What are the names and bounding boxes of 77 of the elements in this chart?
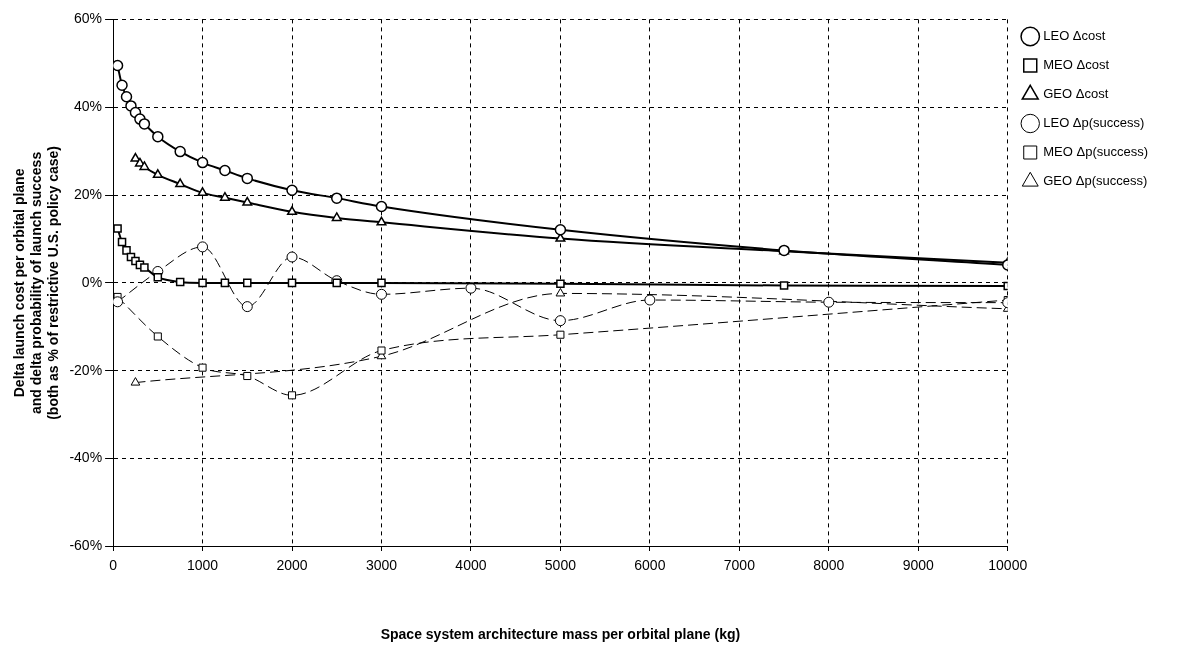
point (375, 200, 388, 213)
point (113, 59, 124, 72)
point (644, 294, 656, 306)
point (465, 282, 477, 294)
point (152, 130, 164, 143)
point (117, 237, 127, 247)
point (138, 118, 151, 130)
x-tick-label: 1000 (186, 556, 219, 573)
point (140, 263, 149, 272)
point (241, 172, 254, 185)
point (376, 216, 387, 226)
point (174, 145, 186, 158)
point (375, 288, 387, 300)
point (198, 278, 207, 288)
x-tick-label: 4000 (455, 556, 487, 573)
legend-label: MEO Δp(success) (1043, 144, 1149, 160)
x-tick-label: 0 (109, 556, 118, 573)
point (197, 241, 209, 253)
point (152, 169, 163, 179)
x-tick-label: 10000 (988, 556, 1028, 573)
y-tick-label: -20% (69, 361, 103, 378)
x-tick-label: 9000 (902, 556, 935, 573)
legend-label: MEO Δcost (1043, 57, 1110, 73)
point (286, 206, 298, 216)
point (153, 332, 162, 341)
x-tick-label: 7000 (723, 556, 756, 573)
point (197, 187, 208, 197)
legend-label: GEO Δp(success) (1043, 173, 1148, 189)
point (331, 192, 343, 204)
point (286, 251, 298, 263)
point (219, 164, 231, 177)
point (377, 346, 386, 355)
y-tick-label: 20% (74, 185, 103, 202)
point (153, 272, 163, 282)
y-tick-label: 60% (74, 10, 103, 27)
y-tick-label: -60% (69, 537, 103, 554)
point (554, 315, 566, 327)
point (122, 246, 131, 255)
x-tick-label: 3000 (365, 556, 398, 573)
point (219, 191, 230, 201)
point (198, 363, 207, 372)
point (243, 278, 252, 288)
legend-label: LEO Δcost (1043, 28, 1106, 44)
point (779, 281, 789, 290)
point (242, 196, 253, 206)
point (243, 371, 252, 381)
point (377, 278, 386, 288)
point (287, 278, 297, 288)
legend-label: GEO Δcost (1043, 86, 1109, 102)
point (823, 296, 835, 308)
x-tick-label: 5000 (544, 556, 577, 573)
point (555, 287, 566, 297)
point (113, 296, 124, 308)
x-tick-label: 6000 (634, 556, 666, 573)
point (196, 156, 209, 169)
point (116, 79, 128, 92)
x-axis-title: Space system architecture mass per orbital plane (kg) (380, 626, 741, 643)
point (175, 178, 186, 188)
point (287, 391, 297, 400)
y-axis-title: Delta launch cost per orbital plane and delta probability of launch success (both as % of restrictive U.S. policy case) (11, 145, 61, 420)
point (331, 212, 342, 222)
legend-label: LEO Δp(success) (1043, 115, 1145, 131)
point (556, 279, 565, 289)
point (113, 224, 122, 233)
y-tick-label: -40% (69, 449, 103, 466)
point (554, 224, 567, 236)
point (130, 377, 141, 386)
y-tick-label: 40% (74, 98, 103, 115)
point (139, 161, 150, 171)
point (120, 90, 133, 103)
x-tick-label: 2000 (276, 556, 308, 573)
point (220, 278, 230, 288)
point (556, 330, 565, 339)
x-tick-label: 8000 (813, 556, 845, 573)
y-tick-label: 0% (81, 273, 103, 290)
point (175, 277, 185, 287)
point (286, 184, 298, 196)
